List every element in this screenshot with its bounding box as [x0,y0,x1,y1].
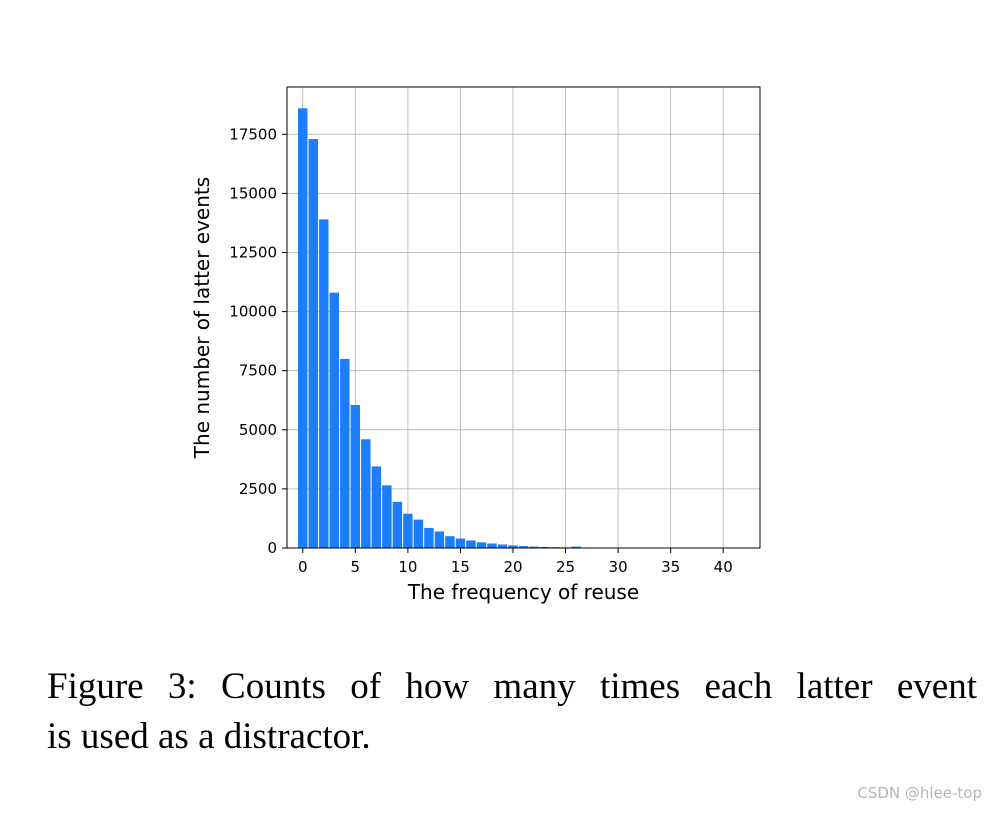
y-tick-label: 5000 [239,421,277,439]
bar [434,531,445,548]
bar-series [298,108,739,549]
x-tick-label: 5 [351,558,361,576]
x-tick-label: 20 [503,558,522,576]
y-tick-label: 2500 [239,480,277,498]
y-tick-label: 0 [267,539,277,557]
y-tick-label: 10000 [229,303,277,321]
bar [497,544,508,548]
axis-ticks: 0 5 10 15 20 25 30 35 40 0 2500 5000 7500 10000 12500 1… [229,125,732,576]
bar [539,546,550,548]
x-tick-label: 0 [298,558,308,576]
plot-frame [286,86,761,549]
bar [518,546,529,548]
x-tick-label: 35 [661,558,680,576]
bar [308,139,319,548]
bar-chart: 0 5 10 15 20 25 30 35 40 0 2500 5000 7500 10000 12500 1… [190,86,761,604]
bar [350,404,361,548]
bar [361,439,371,548]
caption-line-2: is used as a distractor. [47,716,371,757]
bar [424,527,434,548]
watermark: CSDN @hlee-top [857,784,982,802]
y-tick-label: 15000 [229,184,277,202]
x-tick-label: 10 [398,558,417,576]
bar [508,545,518,548]
y-tick-label: 7500 [239,362,277,380]
bar [476,542,487,548]
bar [455,538,466,548]
bar [382,485,392,548]
y-axis-label: The number of latter events [190,177,214,459]
bar [392,501,403,548]
bar [403,513,413,548]
x-tick-label: 25 [556,558,575,576]
bar [413,519,424,548]
bar [340,358,350,548]
y-tick-label: 12500 [229,243,277,261]
bar [319,219,329,548]
x-tick-label: 40 [714,558,733,576]
figure-caption: Figure 3: Counts of how many times each … [47,662,977,762]
x-axis-label: The frequency of reuse [407,580,639,604]
bar [571,546,581,548]
x-tick-label: 30 [609,558,628,576]
bar [445,536,455,548]
bar [466,540,476,548]
bar [329,292,340,548]
x-tick-label: 15 [451,558,470,576]
bar [529,546,539,548]
bar [487,543,497,548]
caption-line-1: Figure 3: Counts of how many times each … [47,666,977,707]
bar [298,108,308,549]
y-tick-label: 17500 [229,125,277,143]
bar [371,466,382,548]
